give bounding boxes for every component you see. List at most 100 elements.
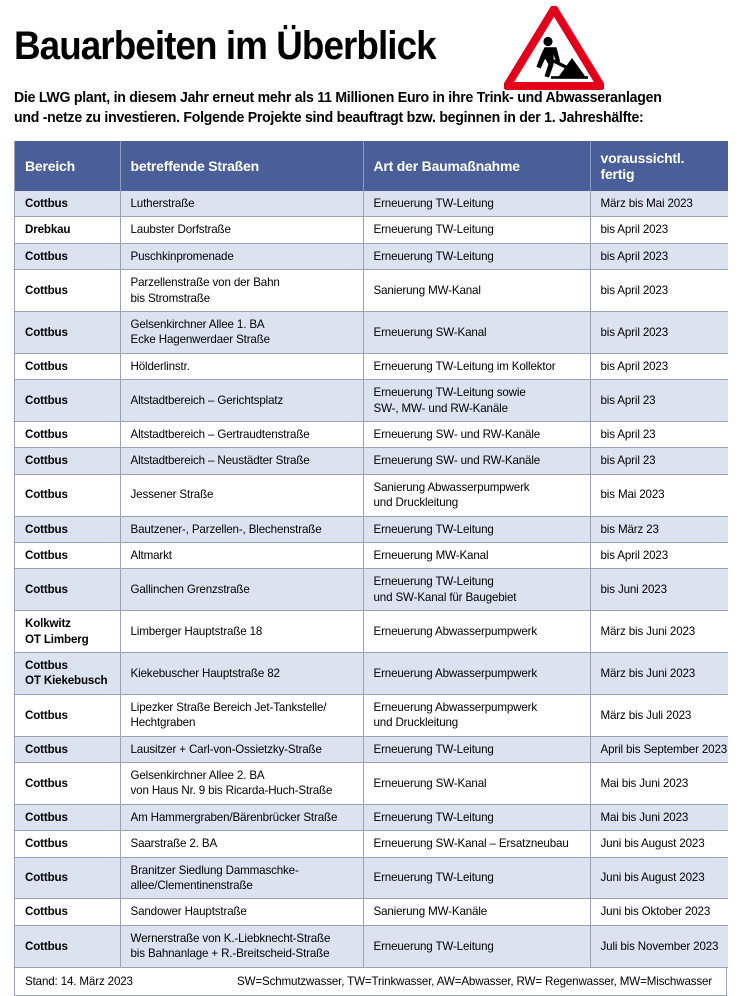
cell-fertig: März bis Juli 2023	[590, 694, 728, 737]
cell-fertig: Mai bis Juni 2023	[590, 804, 728, 832]
cell-line: bis April 2023	[600, 249, 669, 263]
cell-line: Juni bis August 2023	[600, 837, 705, 851]
cell-fertig: bis April 23	[590, 421, 728, 449]
cell-strasse: Gelsenkirchner Allee 2. BA von Haus Nr. 9…	[120, 762, 364, 805]
cell-line: Erneuerung SW- und RW-Kanäle	[373, 454, 541, 468]
cell-bereich: Cottbus	[15, 447, 121, 475]
cell-line: Cottbus	[25, 359, 68, 373]
cell-strasse: Lipezker Straße Bereich Jet-Tankstelle/H…	[120, 694, 364, 737]
cell-line: Erneuerung TW-Leitung im Kollektor	[373, 359, 556, 373]
cell-baumassnahme: Sanierung Abwasserpumpwerk und Druckleitu…	[363, 474, 591, 517]
cell-line: bis Bahnanlage + R.-Breitscheid-Straße	[130, 947, 330, 961]
intro-paragraph: Die LWG plant, in diesem Jahr erneut meh…	[14, 88, 716, 141]
cell-fertig: bis März 23	[590, 516, 728, 543]
cell-line: SW-, MW- und RW-Kanäle	[373, 401, 509, 415]
cell-line: von Haus Nr. 9 bis Ricarda-Huch-Straße	[130, 784, 333, 798]
cell-bereich: Cottbus	[15, 804, 121, 832]
cell-strasse: Wernerstraße von K.-Liebknecht-Straße bis…	[120, 925, 364, 968]
cell-strasse: Altstadtbereich – Gerichtsplatz	[120, 379, 364, 422]
cell-fertig: März bis Mai 2023	[590, 190, 728, 218]
cell-line: Erneuerung MW-Kanal	[373, 548, 489, 562]
cell-line: bis April 2023	[600, 325, 669, 339]
cell-line: Erneuerung Abwasserpumpwerk	[373, 700, 538, 714]
cell-line: Sandower Hauptstraße	[130, 905, 247, 919]
cell-bereich: Cottbus	[15, 243, 121, 271]
cell-baumassnahme: Erneuerung Abwasserpumpwerk	[363, 652, 591, 695]
cell-strasse: Hölderlinstr.	[120, 353, 364, 381]
cell-line: April bis September 2023	[600, 742, 728, 756]
table-row: Cottbus Jessener Straße Sanierung Abwasser…	[15, 474, 728, 517]
cell-strasse: Altstadtbereich – Gertraudtenstraße	[120, 421, 364, 449]
cell-fertig: März bis Juni 2023	[590, 652, 728, 695]
cell-line: bis April 23	[600, 454, 656, 468]
cell-line: Gelsenkirchner Allee 2. BA	[130, 769, 265, 783]
cell-fertig: bis Juni 2023	[590, 568, 728, 612]
cell-line: Kolkwitz	[25, 617, 71, 631]
cell-line: Sanierung MW-Kanäle	[373, 905, 488, 919]
cell-line: bis April 2023	[600, 359, 669, 373]
cell-line: Sanierung Abwasserpumpwerk	[373, 480, 530, 494]
cell-bereich: Cottbus	[15, 190, 121, 218]
table-footer: Stand: 14. März 2023 SW=Schmutzwasser, T…	[15, 967, 726, 995]
table-row: Cottbus Gelsenkirchner Allee 1. BA Ecke Ha…	[15, 311, 728, 354]
cell-bereich: Cottbus	[15, 516, 121, 543]
cell-line: Erneuerung SW-Kanal – Ersatzneubau	[373, 837, 569, 851]
cell-line: und Druckleitung	[373, 716, 459, 730]
cell-bereich: Cottbus	[15, 857, 121, 900]
cell-bereich: Cottbus	[15, 694, 121, 737]
cell-line: Cottbus	[25, 283, 68, 297]
cell-baumassnahme: Erneuerung TW-Leitung	[363, 736, 591, 764]
cell-line: Cottbus	[25, 196, 68, 210]
cell-line: Puschkinpromenade	[130, 249, 234, 263]
cell-line: allee/Clementinenstraße	[130, 879, 253, 893]
cell-line: Gelsenkirchner Allee 1. BA	[130, 317, 265, 331]
cell-line: Lutherstraße	[130, 196, 195, 210]
cell-baumassnahme: Erneuerung SW-Kanal	[363, 762, 591, 805]
cell-bereich: Cottbus	[15, 898, 121, 926]
cell-bereich: Kolkwitz OT Limberg	[15, 610, 121, 653]
cell-line: bis April 2023	[600, 283, 669, 297]
cell-strasse: Puschkinpromenade	[120, 243, 364, 271]
cell-fertig: Juli bis November 2023	[590, 925, 728, 968]
cell-line: Erneuerung TW-Leitung	[373, 871, 494, 885]
cell-fertig: bis April 23	[590, 379, 728, 422]
cell-fertig: Juni bis August 2023	[590, 830, 728, 858]
cell-baumassnahme: Erneuerung TW-Leitung und SW-Kanal für Ba…	[363, 568, 591, 612]
cell-fertig: bis April 2023	[590, 353, 728, 381]
table-row: Cottbus Hölderlinstr. Erneuerung TW-Leitun…	[15, 353, 728, 381]
cell-baumassnahme: Erneuerung SW- und RW-Kanäle	[363, 447, 591, 475]
cell-line: Erneuerung Abwasserpumpwerk	[373, 624, 538, 638]
cell-line: Cottbus	[25, 488, 68, 502]
cell-line: Cottbus	[25, 393, 68, 407]
footer-abbreviation-legend: SW=Schmutzwasser, TW=Trinkwasser, AW=Abw…	[237, 974, 713, 988]
cell-line: März bis Juni 2023	[600, 624, 696, 638]
cell-line: Am Hammergraben/Bärenbrücker Straße	[130, 810, 338, 824]
table-row: Cottbus Lutherstraße Erneuerung TW-Leitung…	[15, 190, 728, 218]
cell-line: Lausitzer + Carl-von-Ossietzky-Straße	[130, 742, 322, 756]
cell-bereich: Cottbus	[15, 474, 121, 517]
cell-line: Mai bis Juni 2023	[600, 776, 689, 790]
table-header-row: Bereich betreffende Straßen Art der Baum…	[15, 140, 728, 191]
cell-line: Ecke Hagenwerdaer Straße	[130, 333, 271, 347]
cell-line: Erneuerung TW-Leitung	[373, 522, 494, 536]
cell-line: Erneuerung TW-Leitung	[373, 249, 494, 263]
cell-line: Parzellenstraße von der Bahn	[130, 276, 280, 290]
cell-strasse: Altmarkt	[120, 542, 364, 570]
footer-stand-date: Stand: 14. März 2023	[25, 974, 133, 988]
cell-strasse: Gelsenkirchner Allee 1. BA Ecke Hagenwerd…	[120, 311, 364, 354]
cell-strasse: Saarstraße 2. BA	[120, 830, 364, 858]
cell-fertig: bis April 23	[590, 447, 728, 475]
cell-strasse: Branitzer Siedlung Dammaschke-allee/Clem…	[120, 857, 364, 900]
cell-bereich: Cottbus	[15, 762, 121, 805]
table-body: Cottbus Lutherstraße Erneuerung TW-Leitung…	[15, 190, 728, 968]
cell-line: Cottbus	[25, 939, 68, 953]
cell-line: Erneuerung TW-Leitung	[373, 575, 494, 589]
cell-line: Cottbus	[25, 548, 68, 562]
table-row: Cottbus Altmarkt Erneuerung MW-Kanal bis Ap…	[15, 542, 728, 570]
cell-line: Cottbus	[25, 427, 68, 441]
cell-strasse: Limberger Hauptstraße 18	[120, 610, 364, 653]
cell-bereich: Cottbus	[15, 379, 121, 422]
cell-line: Cottbus	[25, 325, 68, 339]
cell-fertig: bis April 2023	[590, 311, 728, 354]
table-row: Cottbus Gallinchen Grenzstraße Erneuerung …	[15, 568, 728, 612]
